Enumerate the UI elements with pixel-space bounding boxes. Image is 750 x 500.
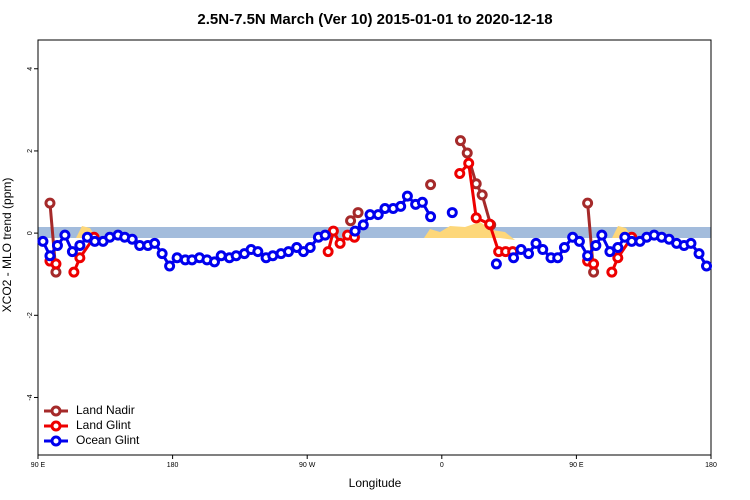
data-point: [446, 207, 458, 219]
data-point: [68, 266, 80, 278]
data-point: [74, 252, 86, 264]
data-point: [156, 248, 168, 260]
data-point: [126, 233, 138, 245]
legend-entry: Land Nadir: [44, 403, 135, 417]
data-point: [322, 246, 334, 258]
data-point: [582, 250, 594, 262]
data-point: [44, 250, 56, 262]
data-point: [425, 211, 437, 223]
data-point: [395, 200, 407, 212]
x-tick-label: 90 W: [299, 462, 316, 469]
data-point: [416, 196, 428, 208]
y-tick-label: -2: [27, 312, 34, 318]
chart-title: 2.5N-7.5N March (Ver 10) 2015-01-01 to 2…: [197, 11, 552, 28]
x-axis-label: Longitude: [349, 476, 402, 490]
data-point: [606, 266, 618, 278]
data-point: [349, 225, 361, 237]
data-point: [37, 235, 49, 247]
data-point: [345, 215, 357, 227]
data-point: [484, 218, 496, 230]
ocean-band: [38, 227, 711, 238]
y-tick-label: 4: [27, 67, 34, 71]
data-point: [401, 190, 413, 202]
x-tick-label: 180: [167, 462, 179, 469]
data-point: [208, 256, 220, 268]
data-point: [463, 157, 475, 169]
legend-marker: [50, 435, 62, 447]
legend-entry: Land Glint: [44, 418, 131, 432]
y-tick-label: 0: [27, 231, 34, 235]
data-point: [476, 189, 488, 201]
legend-label: Ocean Glint: [76, 433, 140, 447]
data-point: [252, 246, 264, 258]
data-point: [573, 235, 585, 247]
data-point: [461, 147, 473, 159]
data-point: [59, 229, 71, 241]
series-line: [48, 139, 596, 273]
data-point: [604, 246, 616, 258]
data-point: [523, 248, 535, 260]
x-tick-label: 90 E: [569, 462, 584, 469]
y-tick-label: -4: [27, 394, 34, 400]
data-point: [470, 212, 482, 224]
data-point: [454, 135, 466, 147]
data-point: [530, 237, 542, 249]
data-point: [612, 252, 624, 264]
data-point: [327, 225, 339, 237]
data-point: [44, 197, 56, 209]
data-point: [558, 242, 570, 253]
legend-marker: [50, 405, 62, 417]
data-point: [552, 252, 564, 264]
data-point: [372, 209, 384, 221]
data-point: [701, 260, 713, 272]
legend-label: Land Glint: [76, 418, 131, 432]
data-point: [582, 197, 594, 209]
data-point: [454, 168, 466, 180]
data-point: [425, 179, 437, 191]
x-tick-label: 0: [440, 462, 444, 469]
legend-marker: [50, 420, 62, 432]
data-point: [149, 237, 161, 249]
data-point: [537, 244, 549, 256]
land-mask: [38, 222, 711, 240]
data-point: [693, 248, 705, 260]
series-line: [49, 159, 633, 273]
data-point: [283, 246, 295, 258]
data-point: [508, 252, 520, 264]
data-point: [334, 237, 346, 249]
data-point: [319, 229, 331, 241]
data-point: [490, 258, 502, 270]
data-point: [357, 219, 369, 231]
data-point: [74, 239, 86, 251]
data-point: [50, 258, 62, 270]
data-point: [612, 242, 624, 253]
data-point: [352, 207, 364, 219]
x-tick-label: 90 E: [31, 462, 46, 469]
x-tick-label: 180: [705, 462, 717, 469]
y-tick-label: 2: [27, 149, 34, 153]
data-point: [685, 237, 697, 249]
legend-label: Land Nadir: [76, 403, 135, 417]
y-axis-label: XCO2 - MLO trend (ppm): [0, 178, 14, 313]
data-point: [66, 246, 78, 258]
data-point: [51, 239, 63, 251]
data-point: [596, 229, 608, 241]
data-point: [304, 242, 316, 253]
legend-entry: Ocean Glint: [44, 433, 140, 447]
plot-frame: [37, 39, 712, 456]
data-point: [588, 258, 600, 270]
data-point: [164, 260, 176, 272]
data-point: [590, 239, 602, 251]
